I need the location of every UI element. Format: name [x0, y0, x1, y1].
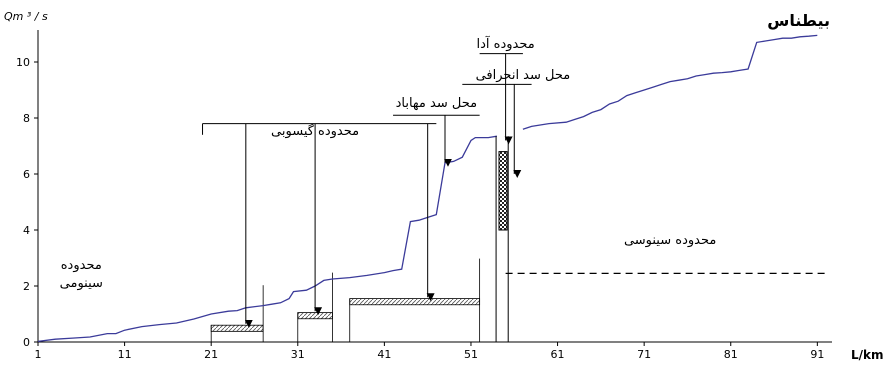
reservoirs [210, 258, 481, 342]
y-tick-label: 6 [23, 168, 30, 181]
annotation: محدوده سینومی [60, 258, 103, 291]
dam-bar [498, 151, 508, 231]
x-tick-label: 81 [724, 348, 738, 361]
annotation: محدوده آدا [477, 35, 535, 52]
reservoir [210, 324, 264, 332]
series-line [37, 135, 498, 343]
series-lines [37, 34, 818, 343]
y-tick-label: 10 [16, 56, 30, 69]
x-tick-label: 61 [551, 348, 565, 361]
x-tick-label: 51 [464, 348, 478, 361]
annotation-line: محدوده سینوسی [624, 233, 716, 248]
annotations: محدوده سینومی محدوده سینوسی محدوده گیسوبی مح… [60, 35, 717, 291]
annotation-line: محدوده [61, 258, 102, 273]
x-tick-label: 71 [637, 348, 651, 361]
overlays [202, 53, 826, 342]
x-tick-label: 41 [377, 348, 391, 361]
annotation: محل سد مهاباد [396, 96, 477, 111]
y-axis-label: Qm ³ / s [4, 10, 48, 23]
chart-title: بیطناس [767, 11, 830, 30]
annotation: محدوده سینوسی [624, 233, 716, 248]
y-tick-label: 2 [23, 280, 30, 293]
annotation-line: محل سد انحرافی [476, 68, 571, 83]
reservoir [349, 298, 481, 306]
x-tick-label: 11 [118, 348, 132, 361]
x-tick-label: 21 [204, 348, 218, 361]
x-tick-label: 91 [810, 348, 824, 361]
annotation-line: محل سد مهاباد [396, 96, 477, 111]
annotation: محل سد انحرافی [476, 68, 571, 83]
y-tick-label: 8 [23, 112, 30, 125]
y-tick-label: 0 [23, 336, 30, 349]
x-axis-label: L/km [851, 348, 884, 362]
annotation: محدوده گیسوبی [271, 123, 359, 139]
annotation-line: محدوده گیسوبی [271, 123, 359, 139]
reservoir [297, 312, 333, 320]
x-tick-label: 31 [291, 348, 305, 361]
annotation-line: محدوده آدا [477, 35, 535, 52]
annotation-line: سینومی [60, 276, 103, 291]
y-tick-label: 4 [23, 224, 30, 237]
x-tick-label: 1 [35, 348, 42, 361]
series-line [522, 34, 818, 130]
